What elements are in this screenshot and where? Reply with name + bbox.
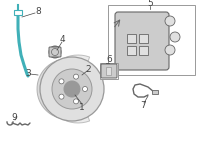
Circle shape [165, 16, 175, 26]
Bar [106, 67, 111, 75]
Circle shape [83, 86, 88, 91]
Bar [127, 34, 136, 43]
Circle shape [64, 81, 80, 97]
Circle shape [74, 99, 79, 104]
Circle shape [52, 49, 58, 56]
Text: 7: 7 [140, 101, 146, 110]
Circle shape [52, 69, 92, 109]
Bar [100, 63, 118, 79]
Bar [108, 5, 195, 75]
FancyBboxPatch shape [49, 47, 61, 57]
FancyBboxPatch shape [115, 12, 169, 70]
Bar [127, 46, 136, 55]
Circle shape [49, 46, 61, 58]
Text: 5: 5 [147, 0, 153, 9]
Bar [14, 10, 22, 15]
Circle shape [40, 57, 104, 121]
Text: 9: 9 [11, 112, 17, 122]
FancyBboxPatch shape [101, 64, 117, 78]
Text: 1: 1 [79, 102, 85, 112]
Circle shape [59, 79, 64, 84]
Polygon shape [44, 55, 90, 123]
Circle shape [59, 94, 64, 99]
Polygon shape [37, 59, 86, 119]
Text: 8: 8 [35, 7, 41, 16]
Text: 3: 3 [25, 69, 31, 77]
Bar [152, 90, 158, 94]
Text: 6: 6 [106, 55, 112, 64]
Circle shape [170, 32, 180, 42]
Bar [139, 46, 148, 55]
Bar [139, 34, 148, 43]
Circle shape [74, 74, 79, 79]
Text: 2: 2 [85, 65, 91, 74]
Text: 4: 4 [59, 35, 65, 45]
Circle shape [165, 45, 175, 55]
